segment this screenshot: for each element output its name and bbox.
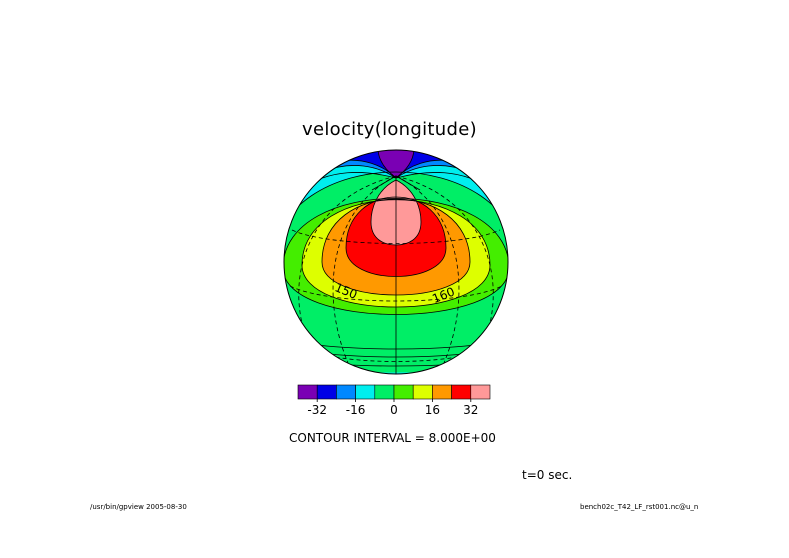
- colorbar-tick-label: 32: [463, 403, 478, 417]
- colorbar-swatch: [432, 384, 452, 400]
- colorbar: -32 -16 0 16 32: [297, 384, 491, 417]
- graticule: [289, 175, 503, 373]
- latitude-line: [291, 229, 501, 244]
- colorbar-swatch: [297, 384, 318, 400]
- globe-outline: [283, 149, 509, 375]
- colorbar-swatch: [336, 384, 356, 400]
- contour-line: [345, 196, 447, 277]
- colorbar-swatch: [374, 384, 395, 400]
- meridian-line: [332, 175, 397, 373]
- colorbar-tick-label: -16: [346, 403, 366, 417]
- colorbar-swatch: [393, 384, 414, 400]
- footer-program-date: /usr/bin/gpview 2005-08-30: [90, 503, 187, 511]
- footer-file-name: bench02c_T42_LF_rst001.nc@u_n: [580, 503, 699, 511]
- colorbar-tick-label: -32: [307, 403, 327, 417]
- plot-title: velocity(longitude): [302, 119, 477, 140]
- colorbar-swatch: [412, 384, 433, 400]
- colorbar-swatch: [355, 384, 376, 400]
- contour-line: [321, 198, 471, 296]
- contour-line: [284, 198, 508, 315]
- latitude-line: [289, 285, 503, 302]
- meridian-line: [395, 175, 460, 373]
- contour-band-purple: [378, 150, 414, 178]
- colorbar-tick-label: 16: [425, 403, 440, 417]
- time-label: t=0 sec.: [522, 468, 573, 482]
- colorbar-swatch: [470, 384, 491, 400]
- contour-line: [371, 175, 421, 191]
- colorbar-swatch: [451, 384, 472, 400]
- colorbar-swatch: [316, 384, 337, 400]
- colorbar-tick-label: 0: [390, 403, 398, 417]
- contour-interval-label: CONTOUR INTERVAL = 8.000E+00: [289, 431, 496, 445]
- globe-map: 150 160: [283, 149, 509, 375]
